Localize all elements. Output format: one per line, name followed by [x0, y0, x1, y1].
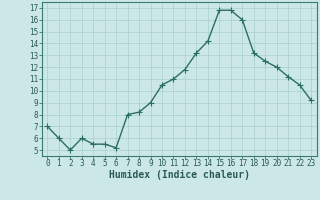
X-axis label: Humidex (Indice chaleur): Humidex (Indice chaleur): [109, 170, 250, 180]
